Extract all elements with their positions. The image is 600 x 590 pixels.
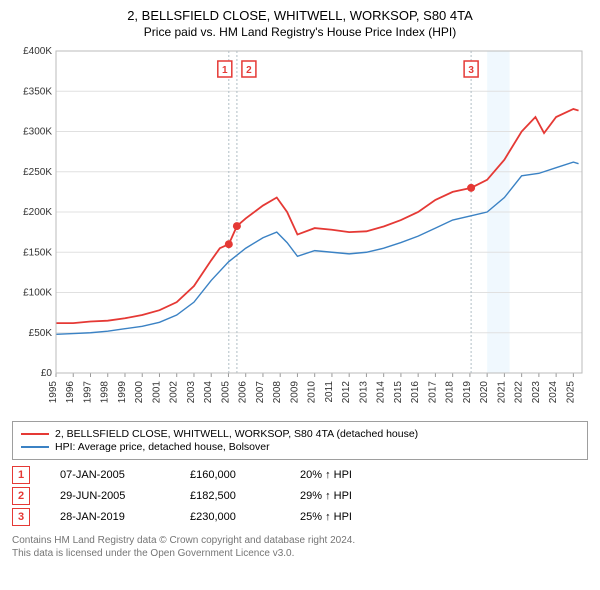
svg-text:2001: 2001	[151, 381, 162, 404]
footer-line-2: This data is licensed under the Open Gov…	[12, 547, 588, 560]
svg-text:£50K: £50K	[29, 328, 53, 339]
annotation-row: 3 28-JAN-2019 £230,000 25% ↑ HPI	[12, 508, 588, 526]
svg-text:2019: 2019	[462, 381, 473, 404]
svg-text:£400K: £400K	[23, 46, 52, 57]
annotation-price: £160,000	[190, 469, 270, 481]
annotation-table: 1 07-JAN-2005 £160,000 20% ↑ HPI 2 29-JUN-200…	[12, 466, 588, 526]
svg-text:2006: 2006	[238, 381, 249, 404]
svg-text:2023: 2023	[531, 381, 542, 404]
svg-text:2: 2	[246, 65, 252, 76]
svg-text:2025: 2025	[565, 381, 576, 404]
svg-text:2014: 2014	[376, 381, 387, 404]
svg-text:2016: 2016	[410, 381, 421, 404]
line-chart: £0 £50K £100K £150K £200K £250K £300K £350K £400…	[12, 45, 588, 415]
svg-text:3: 3	[468, 65, 474, 76]
svg-text:£0: £0	[41, 368, 53, 379]
svg-text:£150K: £150K	[23, 247, 52, 258]
svg-text:£100K: £100K	[23, 288, 52, 299]
svg-text:2022: 2022	[514, 381, 525, 404]
chart-area: £0 £50K £100K £150K £200K £250K £300K £350K £400…	[12, 45, 588, 415]
svg-text:2002: 2002	[169, 381, 180, 404]
annotation-date: 29-JUN-2005	[60, 490, 160, 502]
svg-text:2012: 2012	[341, 381, 352, 404]
svg-text:2008: 2008	[272, 381, 283, 404]
legend-item: HPI: Average price, detached house, Bols…	[21, 441, 579, 453]
annotation-date: 28-JAN-2019	[60, 511, 160, 523]
legend-item: 2, BELLSFIELD CLOSE, WHITWELL, WORKSOP, …	[21, 428, 579, 440]
svg-text:2020: 2020	[479, 381, 490, 404]
svg-text:2010: 2010	[307, 381, 318, 404]
annotation-delta: 25% ↑ HPI	[300, 511, 352, 523]
annotation-price: £230,000	[190, 511, 270, 523]
svg-text:1995: 1995	[48, 381, 59, 404]
annotation-row: 2 29-JUN-2005 £182,500 29% ↑ HPI	[12, 487, 588, 505]
legend-swatch	[21, 433, 49, 435]
svg-text:£200K: £200K	[23, 207, 52, 218]
annotation-delta: 20% ↑ HPI	[300, 469, 352, 481]
footer-attribution: Contains HM Land Registry data © Crown c…	[12, 534, 588, 560]
svg-text:2017: 2017	[427, 381, 438, 404]
svg-text:2011: 2011	[324, 381, 335, 403]
svg-text:£250K: £250K	[23, 167, 52, 178]
svg-text:2003: 2003	[186, 381, 197, 404]
annotation-badge: 2	[12, 487, 30, 505]
svg-text:1: 1	[222, 65, 228, 76]
annotation-date: 07-JAN-2005	[60, 469, 160, 481]
svg-text:2015: 2015	[393, 381, 404, 404]
chart-subtitle: Price paid vs. HM Land Registry's House …	[12, 25, 588, 39]
svg-text:2004: 2004	[203, 381, 214, 404]
legend-label: HPI: Average price, detached house, Bols…	[55, 441, 270, 453]
chart-title: 2, BELLSFIELD CLOSE, WHITWELL, WORKSOP, …	[12, 8, 588, 23]
svg-text:2009: 2009	[289, 381, 300, 404]
svg-text:2018: 2018	[445, 381, 456, 404]
svg-text:£300K: £300K	[23, 127, 52, 138]
svg-text:2000: 2000	[134, 381, 145, 404]
svg-text:1997: 1997	[82, 381, 93, 404]
annotation-row: 1 07-JAN-2005 £160,000 20% ↑ HPI	[12, 466, 588, 484]
annotation-price: £182,500	[190, 490, 270, 502]
svg-text:1996: 1996	[65, 381, 76, 404]
svg-text:2005: 2005	[220, 381, 231, 404]
svg-text:2024: 2024	[548, 381, 559, 404]
footer-line-1: Contains HM Land Registry data © Crown c…	[12, 534, 588, 547]
svg-text:£350K: £350K	[23, 86, 52, 97]
svg-text:2021: 2021	[496, 381, 507, 404]
annotation-delta: 29% ↑ HPI	[300, 490, 352, 502]
annotation-badge: 1	[12, 466, 30, 484]
svg-text:1998: 1998	[100, 381, 111, 404]
annotation-badge: 3	[12, 508, 30, 526]
legend-swatch	[21, 446, 49, 448]
legend-label: 2, BELLSFIELD CLOSE, WHITWELL, WORKSOP, …	[55, 428, 418, 440]
svg-text:2013: 2013	[358, 381, 369, 404]
svg-text:2007: 2007	[255, 381, 266, 404]
chart-container: 2, BELLSFIELD CLOSE, WHITWELL, WORKSOP, …	[0, 0, 600, 568]
legend: 2, BELLSFIELD CLOSE, WHITWELL, WORKSOP, …	[12, 421, 588, 460]
svg-text:1999: 1999	[117, 381, 128, 404]
